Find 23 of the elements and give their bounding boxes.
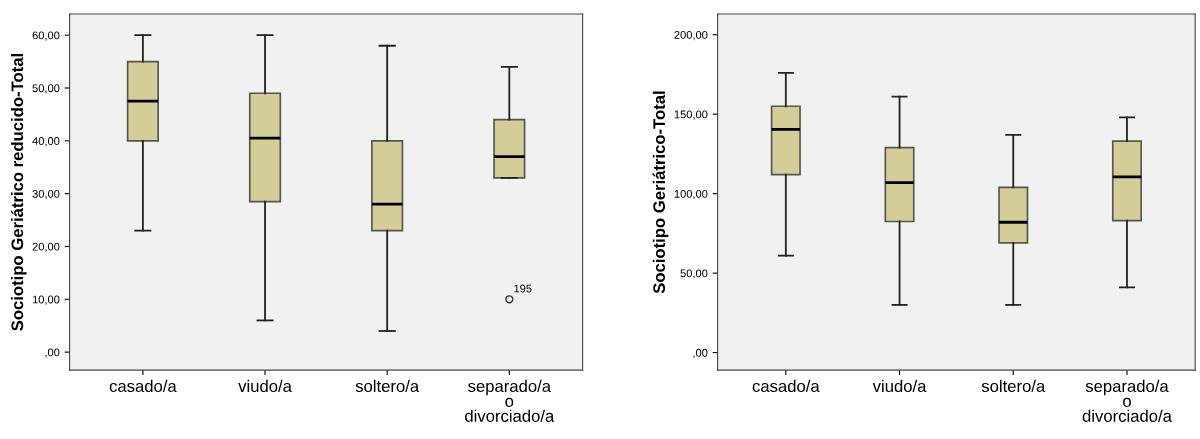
x-tick-label: separado/a o divorciado/a xyxy=(1082,379,1172,422)
y-tick-label: 200,00 xyxy=(674,30,708,41)
y-tick-label: 20,00 xyxy=(32,242,60,252)
y-tick-label: 60,00 xyxy=(32,31,60,41)
y-tick-label: ,00 xyxy=(45,348,60,358)
x-tick-label: soltero/a xyxy=(981,379,1046,393)
y-tick-label: 50,00 xyxy=(32,84,60,94)
y-axis-title: Sociotipo Geriátrico reducido-Total xyxy=(10,54,27,331)
y-tick-label: 30,00 xyxy=(32,189,60,200)
y-tick-label: 50,00 xyxy=(680,269,708,279)
x-tick-label: separado/a o divorciado/a xyxy=(465,379,555,422)
y-tick-label: 10,00 xyxy=(32,295,60,305)
y-tick-label: 150,00 xyxy=(674,110,708,120)
y-axis-title: Sociotipo Geriátrico-Total xyxy=(652,91,669,294)
x-tick-label: viudo/a xyxy=(872,379,927,393)
x-tick-label: casado/a xyxy=(109,379,177,393)
x-tick-label: viudo/a xyxy=(238,379,292,393)
x-tick-label: soltero/a xyxy=(355,379,420,393)
x-tick-label: casado/a xyxy=(752,379,820,393)
annotation: 195 xyxy=(514,284,532,293)
y-tick-label: 100,00 xyxy=(674,189,708,200)
y-tick-label: 40,00 xyxy=(32,137,60,147)
y-tick-label: ,00 xyxy=(693,348,708,359)
